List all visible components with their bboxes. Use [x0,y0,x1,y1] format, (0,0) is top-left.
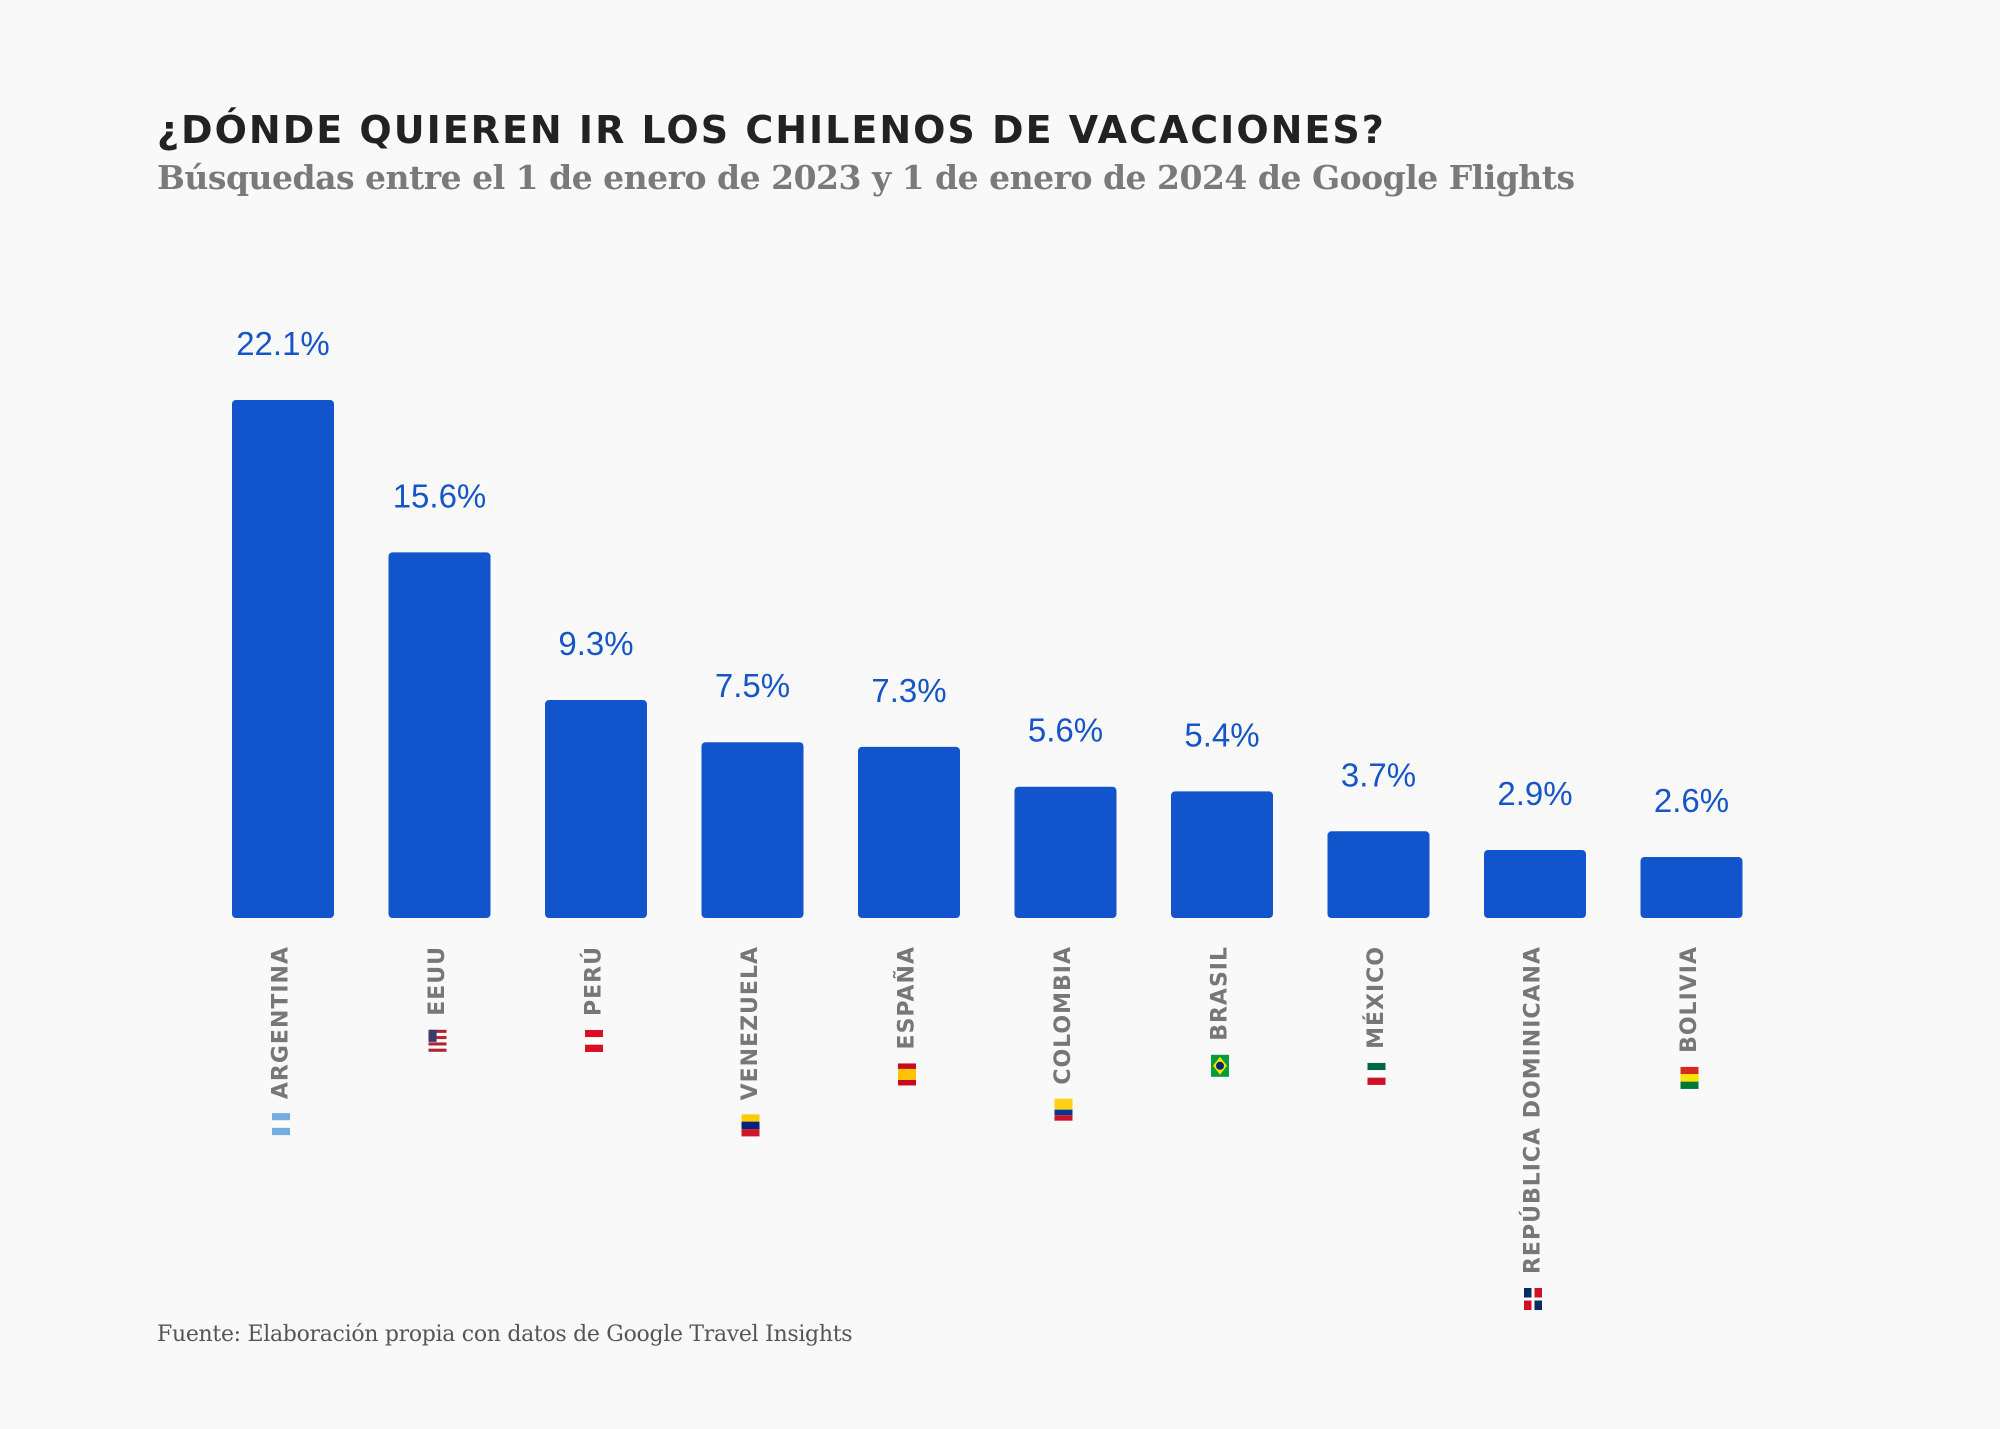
value-label: 9.3% [558,625,633,662]
category-label-group: MÉXICO [1363,946,1389,1085]
colombia-flag-icon [1054,1098,1073,1121]
category-label-group: ESPAÑA [894,946,920,1086]
value-label: 2.6% [1654,782,1729,819]
bar-bolivia [1640,857,1743,918]
category-label-group: VENEZUELA [738,946,763,1137]
value-label: 7.3% [871,672,946,709]
category-label: ESPAÑA [894,946,920,1049]
value-label: 2.9% [1497,775,1572,812]
value-label: 5.4% [1184,716,1259,753]
source-note: Fuente: Elaboración propia con datos de … [157,1322,853,1347]
value-label: 3.7% [1341,756,1416,793]
category-labels-group: ARGENTINA EEUU PERÚ VENEZUELA ESPAÑA COLOMBIA… [269,946,1702,1311]
category-label-group: REPÚBLICA DOMINICANA [1520,946,1546,1311]
category-label-group: EEUU [425,946,450,1052]
spain-flag-icon [898,1063,916,1086]
category-label: VENEZUELA [738,946,763,1100]
category-label: BOLIVIA [1677,946,1702,1053]
bar-perú [545,700,647,918]
value-label: 15.6% [393,477,487,514]
bar-argentina [232,400,334,918]
chart-subtitle: Búsquedas entre el 1 de enero de 2023 y … [157,158,1575,197]
argentina-flag-icon [272,1113,290,1136]
brazil-flag-icon [1211,1054,1229,1077]
value-label: 7.5% [715,667,790,704]
bar-colombia [1014,786,1117,918]
value-label: 22.1% [236,325,330,362]
mexico-flag-icon [1367,1062,1386,1085]
bar-república-dominicana [1484,850,1586,918]
value-labels-group: 22.1% 15.6% 9.3% 7.5% 7.3% 5.6% 5.4% 3.7% 2.9% 2.… [236,325,1729,819]
category-label-group: PERÚ [581,946,607,1052]
category-label-group: COLOMBIA [1051,946,1076,1121]
dominican-republic-flag-icon [1524,1288,1542,1311]
bar-méxico [1327,831,1430,918]
bars-group [232,400,1743,918]
category-label: BRASIL [1208,946,1233,1041]
category-label: REPÚBLICA DOMINICANA [1520,946,1546,1274]
value-label: 5.6% [1028,712,1103,749]
category-label-group: BOLIVIA [1677,946,1702,1089]
chart-title: ¿DÓNDE QUIEREN IR LOS CHILENOS DE VACACI… [157,108,1386,152]
peru-flag-icon [585,1029,603,1052]
bar-venezuela [701,742,804,918]
category-label-group: BRASIL [1208,946,1233,1077]
venezuela-flag-icon [741,1114,760,1137]
category-label: COLOMBIA [1051,946,1076,1085]
category-label: MÉXICO [1363,946,1389,1049]
category-label: ARGENTINA [269,946,294,1099]
usa-flag-icon [428,1029,447,1052]
bar-eeuu [388,552,491,918]
category-label: EEUU [425,946,450,1016]
bar-brasil [1171,791,1273,918]
category-label-group: ARGENTINA [269,946,294,1136]
bolivia-flag-icon [1680,1066,1699,1089]
category-label: PERÚ [581,946,607,1016]
bar-españa [858,746,960,918]
